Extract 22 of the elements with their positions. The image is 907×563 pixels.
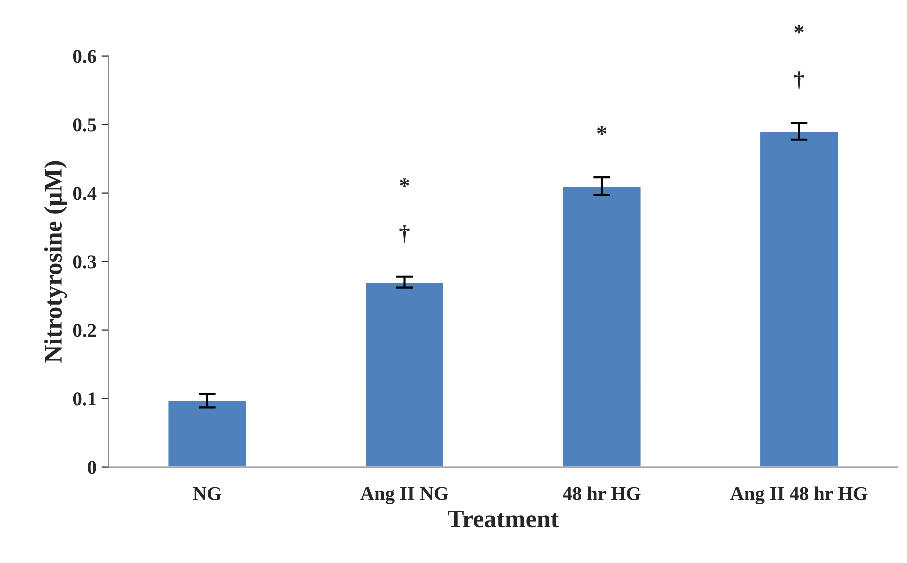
x-axis-title: Treatment <box>448 511 560 528</box>
y-tick-label: 0.6 <box>73 50 96 64</box>
y-tick-label: 0.2 <box>73 324 96 338</box>
x-tick-label: Ang II NG <box>360 487 449 504</box>
text: * <box>794 25 804 34</box>
y-tick-label: 0 <box>88 461 96 474</box>
annotation: † <box>794 72 804 90</box>
bar <box>167 400 248 468</box>
bar <box>759 130 840 468</box>
annotation: † <box>400 225 410 244</box>
y-tick-label: 0.1 <box>73 392 96 406</box>
y-tick-label: 0.4 <box>73 187 97 200</box>
x-tick-label: 48 hr HG <box>563 486 641 500</box>
annotation: * <box>597 126 607 135</box>
bar <box>562 186 642 468</box>
annotation: * <box>400 178 410 188</box>
y-axis-title: Nitrotyrosine (µM) <box>44 161 68 363</box>
bar <box>364 282 445 468</box>
y-tick-label: 0.5 <box>73 118 96 132</box>
x-tick-label: NG <box>193 487 222 500</box>
x-tick-label: Ang II 48 hr HG <box>730 486 868 505</box>
y-tick-label: 0.3 <box>73 256 96 269</box>
